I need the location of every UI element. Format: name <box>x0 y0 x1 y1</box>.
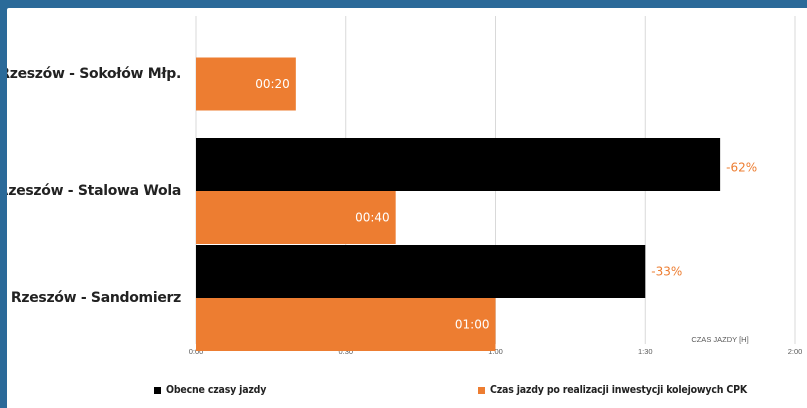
category-label: Rzeszów - Sokołów Młp. <box>7 66 181 82</box>
legend-label-cpk: Czas jazdy po realizacji inwestycji kole… <box>490 384 747 396</box>
x-tick-label: 1:30 <box>638 347 653 356</box>
change-label: -33% <box>651 265 682 279</box>
x-tick-label: 0:30 <box>338 347 353 356</box>
bar-data-label: 01:00 <box>455 318 490 332</box>
bar-cpk <box>196 57 296 111</box>
bar-cpk <box>196 298 496 351</box>
legend-swatch-cpk <box>478 386 485 394</box>
bar-chart: 0:00 0:30 1:00 1:30 2:00 CZAS JAZDY [H] Rzeszó… <box>7 16 803 356</box>
x-tick-label: 2:00 <box>788 347 803 356</box>
bar-current <box>196 138 721 191</box>
x-axis-title: CZAS JAZDY [H] <box>691 335 748 344</box>
category-label: Rzeszów - Sandomierz <box>11 290 181 306</box>
legend-label-current: Obecne czasy jazdy <box>166 384 267 396</box>
legend-item-cpk: Czas jazdy po realizacji inwestycji kole… <box>478 384 747 396</box>
legend-item-current: Obecne czasy jazdy <box>154 384 266 396</box>
change-label: -62% <box>726 161 757 175</box>
legend-swatch-current <box>154 386 161 394</box>
category-label: Rzeszów - Stalowa Wola <box>7 183 181 199</box>
bar-cpk <box>196 191 396 244</box>
bar-data-label: 00:20 <box>255 77 290 91</box>
x-tick-label: 0:00 <box>189 347 204 356</box>
bar-data-label: 00:40 <box>355 211 390 225</box>
chart-panel: 0:00 0:30 1:00 1:30 2:00 CZAS JAZDY [H] Rzeszó… <box>7 8 807 408</box>
bar-current <box>196 245 646 298</box>
x-tick-label: 1:00 <box>488 347 503 356</box>
